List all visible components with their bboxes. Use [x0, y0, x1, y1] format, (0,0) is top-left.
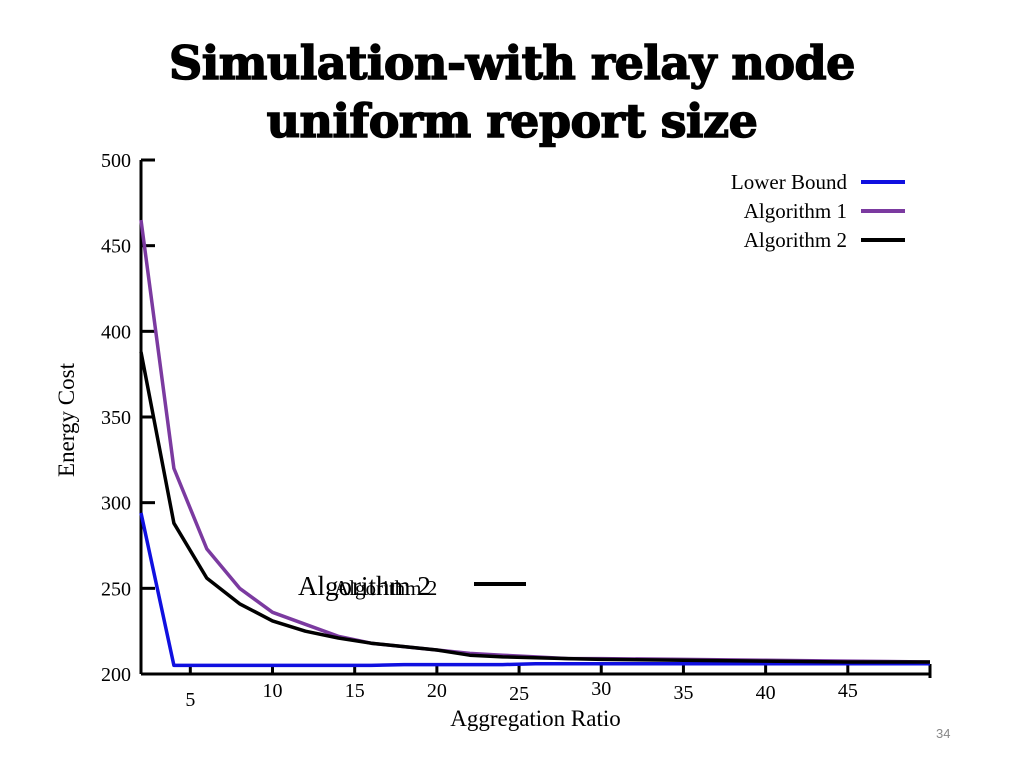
y-tick-label-350: 350 [101, 407, 131, 429]
slide-title-line-2: uniform report size [266, 93, 759, 149]
overlapping-legend-swatch [474, 582, 526, 586]
y-tick-label-400: 400 [101, 321, 131, 343]
x-tick-label-35: 35 [673, 682, 693, 704]
x-tick-label-20: 20 [427, 680, 447, 702]
overlapping-label-small: Algorithm 2 [334, 576, 438, 600]
slide-title-line-1: Simulation-with relay node [168, 35, 856, 91]
legend-label-algorithm-2: Algorithm 2 [744, 228, 847, 252]
y-tick-label-300: 300 [101, 493, 131, 515]
series-line-algorithm-2 [139, 351, 930, 664]
y-tick-label-500: 500 [101, 150, 131, 172]
y-tick-label-450: 450 [101, 236, 131, 258]
y-tick-label-250: 250 [101, 578, 131, 600]
x-tick-label-30: 30 [591, 678, 611, 700]
slide-title: Simulation-with relay node uniform repor… [60, 34, 964, 150]
x-tick-label-45: 45 [838, 680, 858, 702]
legend-label-algorithm-1: Algorithm 1 [744, 199, 847, 223]
slide-page-number: 34 [936, 726, 951, 741]
series-line-algorithm-1 [139, 219, 931, 664]
x-axis-title: Aggregation Ratio [450, 706, 621, 731]
x-tick-label-5: 5 [185, 689, 195, 711]
x-tick-label-40: 40 [756, 682, 776, 704]
series-line-lower-bound [139, 512, 930, 668]
x-tick-label-25: 25 [509, 683, 529, 705]
legend-label-lower-bound: Lower Bound [731, 170, 848, 194]
y-axis-title: Energy Cost [54, 362, 79, 477]
x-tick-label-10: 10 [263, 680, 283, 702]
overlapping-label-large: Algorithm 2 [298, 571, 431, 601]
y-tick-label-200: 200 [101, 664, 131, 686]
x-tick-label-15: 15 [345, 680, 365, 702]
